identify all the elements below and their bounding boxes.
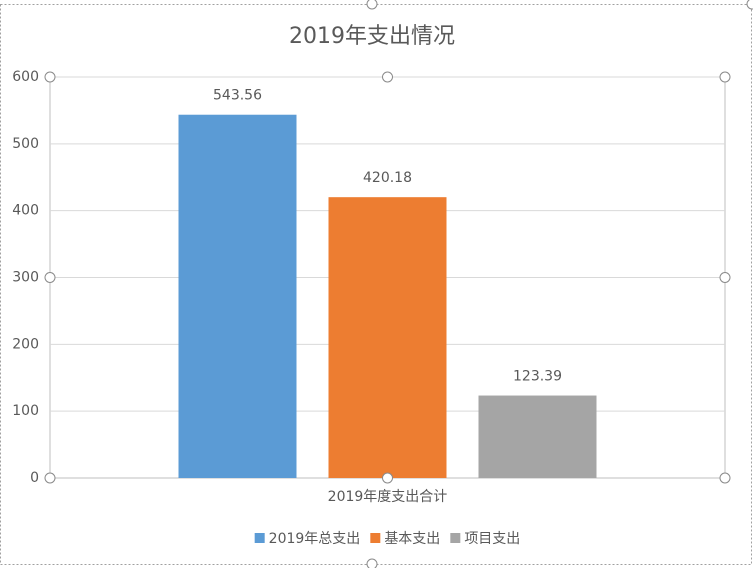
y-tick-label: 200	[12, 336, 39, 352]
legend-label: 基本支出	[384, 530, 440, 547]
selection-handle	[746, 0, 753, 10]
selection-handle	[719, 272, 731, 283]
selection-handle	[719, 472, 731, 484]
data-label: 123.39	[513, 369, 562, 385]
bar	[178, 114, 297, 478]
legend-swatch	[450, 533, 461, 543]
legend-label: 项目支出	[464, 531, 520, 547]
selection-handle	[366, 558, 378, 568]
y-tick-label: 300	[12, 270, 39, 286]
y-tick-label: 600	[12, 69, 39, 85]
selection-handle	[719, 71, 731, 83]
selection-handle	[44, 71, 56, 83]
chart-border	[0, 4, 752, 565]
selection-handle	[382, 71, 393, 83]
bar	[478, 395, 597, 478]
y-tick-label: 100	[12, 403, 39, 419]
data-label: 420.18	[363, 170, 412, 186]
legend-swatch	[370, 533, 381, 543]
y-tick-label: 0	[30, 470, 39, 486]
bar	[328, 197, 447, 479]
y-tick-label: 500	[12, 136, 39, 152]
selection-handle	[366, 0, 378, 10]
selection-handle	[44, 472, 56, 484]
data-label: 543.56	[213, 88, 262, 104]
x-tick-label: 2019年度支出合计	[328, 489, 448, 505]
legend-label: 2019年总支出	[269, 531, 361, 547]
y-tick-label: 400	[12, 203, 39, 219]
chart-title: 2019年支出情况	[289, 24, 455, 49]
selection-handle	[382, 472, 393, 484]
selection-handle	[44, 272, 56, 283]
legend-swatch	[254, 533, 265, 543]
